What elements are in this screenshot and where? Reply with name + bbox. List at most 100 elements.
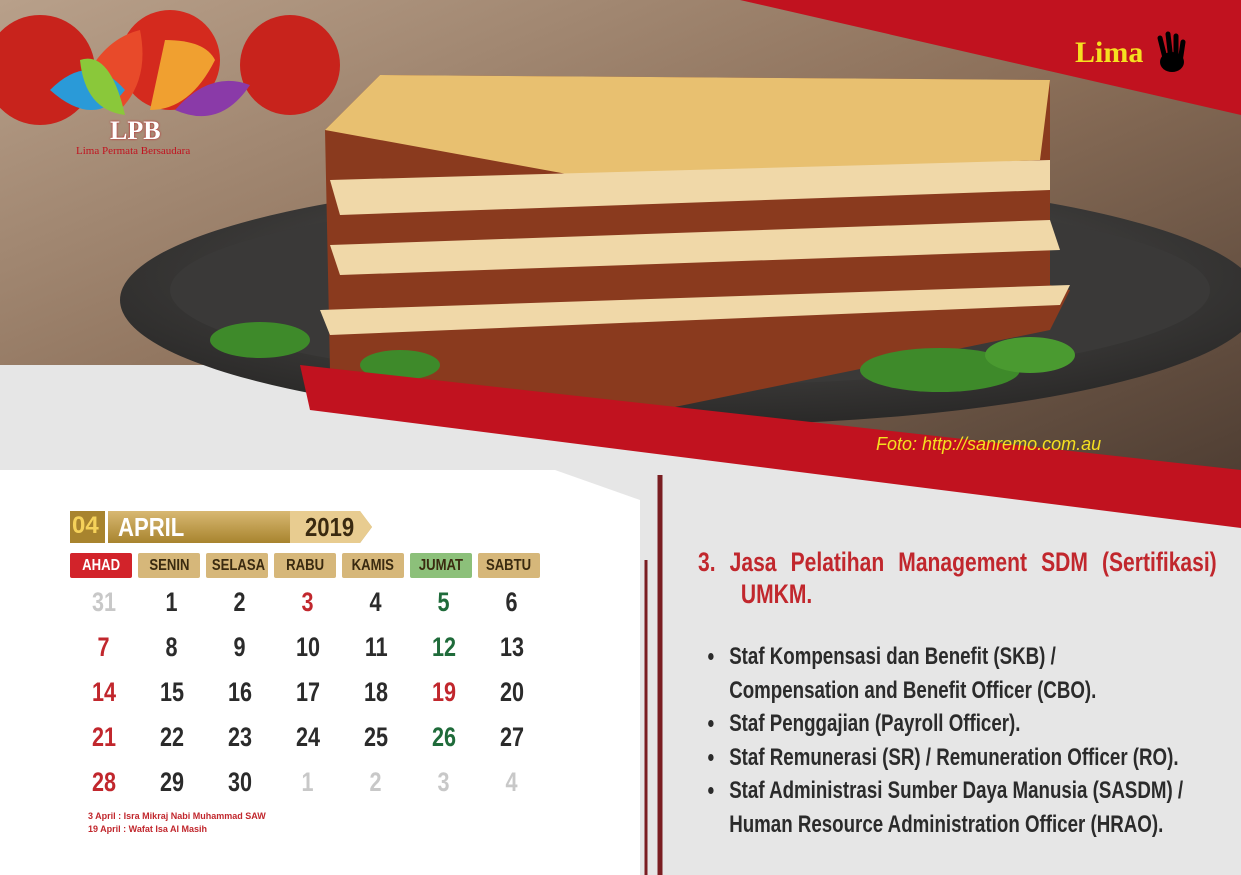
weekday-label: RABU <box>286 557 324 574</box>
weekday: KAMIS <box>342 553 404 578</box>
day-cell: 1 <box>274 760 342 805</box>
day-number: 26 <box>431 722 457 752</box>
day-cell: 7 <box>70 625 138 670</box>
day-number: 3 <box>437 767 451 797</box>
day-cell: 10 <box>274 625 342 670</box>
day-cell: 26 <box>410 715 478 760</box>
day-number: 3 <box>301 587 315 617</box>
day-cell: 29 <box>138 760 206 805</box>
weekday-label: SELASA <box>211 557 266 574</box>
day-cell: 18 <box>342 670 410 715</box>
day-number: 20 <box>499 677 525 707</box>
week-row: 31 1 2 3 4 5 6 <box>70 580 546 625</box>
day-number: 10 <box>295 632 321 662</box>
weekday-label: KAMIS <box>351 557 395 574</box>
day-number: 30 <box>227 767 253 797</box>
weekday-label: SABTU <box>486 557 532 574</box>
day-number: 17 <box>295 677 321 707</box>
day-number: 1 <box>301 767 315 797</box>
day-number: 22 <box>159 722 185 752</box>
content: 3. Jasa Pelatihan Management SDM (Sertif… <box>698 546 1217 841</box>
weekday: SABTU <box>478 553 540 578</box>
holiday-notes: 3 April : Isra Mikraj Nabi Muhammad SAW 1… <box>88 810 266 836</box>
day-number: 27 <box>499 722 525 752</box>
day-number: 5 <box>437 587 451 617</box>
day-number: 21 <box>91 722 117 752</box>
day-number: 4 <box>505 767 519 797</box>
day-cell: 2 <box>342 760 410 805</box>
month-name: APRIL <box>118 512 185 542</box>
weekday-label: SENIN <box>148 557 190 574</box>
bullet-item: Staf Kompensasi dan Benefit (SKB) / Comp… <box>725 640 1190 707</box>
year: 2019 <box>305 512 355 542</box>
day-number: 12 <box>431 632 457 662</box>
day-number: 1 <box>165 587 179 617</box>
day-cell: 27 <box>478 715 546 760</box>
day-number: 31 <box>91 587 117 617</box>
day-cell: 24 <box>274 715 342 760</box>
holiday-note: 3 April : Isra Mikraj Nabi Muhammad SAW <box>88 811 266 821</box>
day-cell: 5 <box>410 580 478 625</box>
day-cell: 16 <box>206 670 274 715</box>
day-cell: 9 <box>206 625 274 670</box>
day-grid: 31 1 2 3 4 5 6 7 8 9 10 11 12 13 14 15 16 17 18 19 20 21 22 23 2… <box>70 580 546 805</box>
day-number: 2 <box>369 767 383 797</box>
day-number: 4 <box>369 587 383 617</box>
logo-mark: LPB <box>110 116 161 145</box>
day-number: 11 <box>364 632 388 662</box>
day-number: 16 <box>227 677 253 707</box>
day-cell: 2 <box>206 580 274 625</box>
bullet-item: Staf Remunerasi (SR) / Remuneration Offi… <box>725 741 1190 775</box>
weekday-label: JUMAT <box>418 557 464 574</box>
day-cell: 14 <box>70 670 138 715</box>
corner-label: Lima <box>1075 36 1144 69</box>
bullet-item: Staf Penggajian (Payroll Officer). <box>725 707 1190 741</box>
weekday-row: AHAD SENIN SELASA RABU KAMIS JUMAT SABTU <box>70 553 546 578</box>
day-cell: 4 <box>342 580 410 625</box>
day-number: 14 <box>91 677 117 707</box>
bullet-item: Staf Administrasi Sumber Daya Manusia (S… <box>725 774 1190 841</box>
weekday-label: AHAD <box>82 557 120 574</box>
content-title: 3. Jasa Pelatihan Management SDM (Sertif… <box>698 547 1217 609</box>
week-row: 7 8 9 10 11 12 13 <box>70 625 546 670</box>
weekday: RABU <box>274 553 336 578</box>
day-number: 23 <box>227 722 253 752</box>
day-number: 19 <box>431 677 457 707</box>
photo-credit: Foto: http://sanremo.com.au <box>876 434 1102 454</box>
day-number: 6 <box>505 587 519 617</box>
month-number: 04 <box>72 512 99 539</box>
day-cell: 13 <box>478 625 546 670</box>
day-cell: 4 <box>478 760 546 805</box>
day-number: 18 <box>363 677 389 707</box>
day-cell: 25 <box>342 715 410 760</box>
day-cell: 11 <box>342 625 410 670</box>
day-number: 29 <box>159 767 185 797</box>
day-cell: 31 <box>70 580 138 625</box>
bullet-list: Staf Kompensasi dan Benefit (SKB) / Comp… <box>698 640 1189 841</box>
day-number: 9 <box>233 632 247 662</box>
day-cell: 30 <box>206 760 274 805</box>
day-number: 2 <box>233 587 247 617</box>
day-cell: 22 <box>138 715 206 760</box>
day-cell: 20 <box>478 670 546 715</box>
weekday: JUMAT <box>410 553 472 578</box>
day-cell: 17 <box>274 670 342 715</box>
day-cell: 8 <box>138 625 206 670</box>
day-number: 8 <box>165 632 179 662</box>
day-number: 24 <box>295 722 321 752</box>
week-row: 21 22 23 24 25 26 27 <box>70 715 546 760</box>
day-cell: 23 <box>206 715 274 760</box>
week-row: 14 15 16 17 18 19 20 <box>70 670 546 715</box>
week-row: 28 29 30 1 2 3 4 <box>70 760 546 805</box>
day-cell: 3 <box>410 760 478 805</box>
weekday: SELASA <box>206 553 268 578</box>
day-cell: 19 <box>410 670 478 715</box>
day-cell: 21 <box>70 715 138 760</box>
day-number: 7 <box>97 632 111 662</box>
day-number: 28 <box>91 767 117 797</box>
day-cell: 28 <box>70 760 138 805</box>
weekday: AHAD <box>70 553 132 578</box>
day-cell: 6 <box>478 580 546 625</box>
